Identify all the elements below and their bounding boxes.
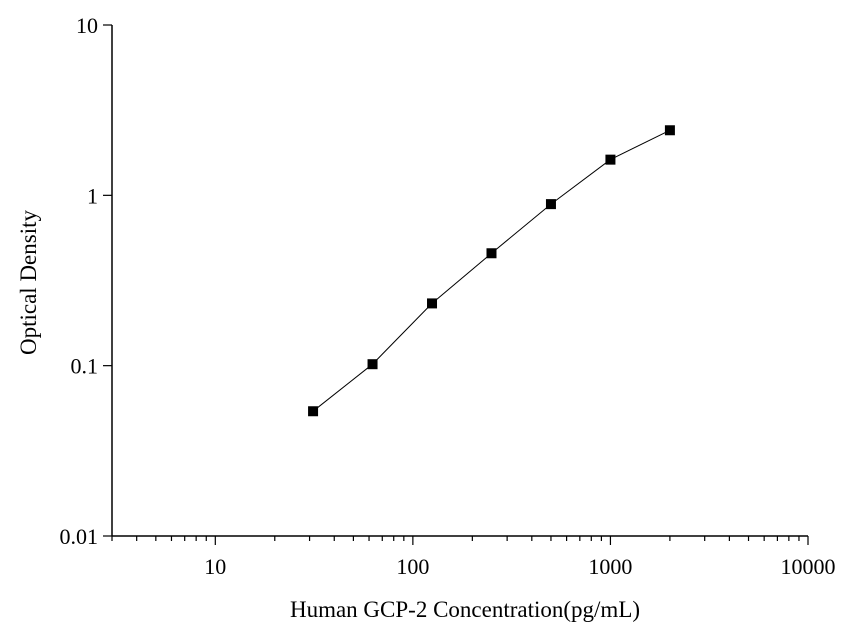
ticks — [103, 24, 809, 545]
y-tick-label: 1 — [87, 183, 98, 208]
data-point-marker — [664, 125, 675, 136]
y-axis-title: Optical Density — [16, 210, 41, 355]
x-tick-label: 100 — [396, 554, 429, 579]
series-line — [312, 129, 671, 412]
data-point-marker — [545, 199, 556, 210]
data-point-marker — [605, 154, 616, 165]
axes — [111, 25, 808, 537]
y-tick-label: 0.1 — [71, 354, 99, 379]
x-tick-label: 1000 — [588, 554, 632, 579]
x-tick-label: 10 — [204, 554, 226, 579]
y-tick-label: 10 — [76, 13, 98, 38]
x-axis-title: Human GCP-2 Concentration(pg/mL) — [290, 597, 640, 622]
data-point-marker — [427, 298, 438, 309]
series — [308, 125, 675, 417]
data-point-marker — [367, 359, 378, 370]
y-tick-label: 0.01 — [60, 524, 99, 549]
data-point-marker — [486, 248, 497, 259]
x-tick-label: 10000 — [781, 554, 836, 579]
data-point-marker — [308, 406, 319, 417]
tick-labels: 10 100 1000 10000 0.01 0.1 1 10 — [60, 13, 836, 579]
